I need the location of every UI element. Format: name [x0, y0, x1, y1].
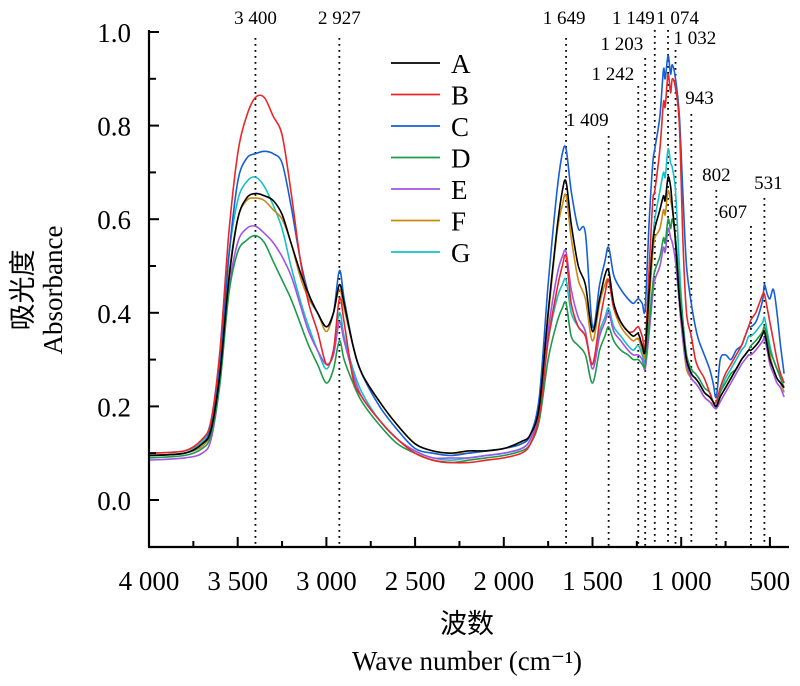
x-tick-label-2500: 2 500	[385, 566, 446, 596]
x-tick-label-3000: 3 000	[296, 566, 357, 596]
peak-label-1032: 1 032	[674, 28, 717, 49]
legend-label-G: G	[451, 238, 471, 268]
peak-label-1649: 1 649	[543, 8, 586, 29]
x-tick-label-4000: 4 000	[119, 566, 180, 596]
peak-label-1242: 1 242	[592, 64, 635, 85]
series-line-D	[148, 218, 785, 464]
peak-label-1149: 1 149	[612, 8, 655, 29]
peak-label-943: 943	[685, 88, 714, 109]
legend-label-D: D	[451, 144, 471, 174]
x-tick-label-2000: 2 000	[473, 566, 534, 596]
peak-label-3400: 3 400	[234, 8, 277, 29]
x-tick-label-1000: 1 000	[651, 566, 712, 596]
reference-lines: 3 400 2 927 1 649 1 409 1 242 1 203 1 149 1 074…	[234, 8, 783, 547]
series-line-E	[148, 225, 785, 461]
peak-label-1409: 1 409	[566, 110, 609, 131]
peak-label-2927: 2 927	[318, 8, 361, 29]
x-tick-label-500: 500	[750, 566, 791, 596]
peak-label-802: 802	[702, 165, 731, 186]
legend-label-A: A	[451, 49, 471, 79]
series-line-B	[148, 73, 785, 464]
x-axis-title: Wave number (cm⁻¹)	[352, 646, 582, 676]
x-tick-label-3500: 3 500	[207, 566, 268, 596]
y-axis-title: Absorbance	[38, 226, 68, 355]
y-tick-label-0.8: 0.8	[97, 112, 131, 142]
series-line-A	[148, 175, 785, 457]
legend-label-C: C	[451, 112, 469, 142]
y-tick-label-0.6: 0.6	[97, 205, 131, 235]
x-tick-label-1500: 1 500	[562, 566, 623, 596]
series-lines	[148, 54, 785, 464]
legend-label-E: E	[451, 175, 468, 205]
legend-label-B: B	[451, 81, 469, 111]
series-line-G	[148, 148, 785, 461]
y-tick-label-1.0: 1.0	[97, 18, 131, 48]
x-axis-title-cn: 波数	[440, 609, 494, 639]
y-tick-label-0.2: 0.2	[97, 392, 131, 422]
legend-label-F: F	[451, 207, 466, 237]
peak-label-1074: 1 074	[656, 8, 699, 29]
y-tick-label-0.0: 0.0	[97, 486, 131, 516]
y-axis-title-cn: 吸光度	[8, 250, 38, 331]
y-tick-label-0.4: 0.4	[97, 299, 131, 329]
peak-label-607: 607	[719, 202, 748, 223]
peak-label-1203: 1 203	[600, 34, 643, 55]
axis-ticks: 4 000 3 500 3 000 2 500 2 000 1 500 1 000 500 0.…	[97, 18, 790, 596]
peak-label-531: 531	[754, 173, 783, 194]
